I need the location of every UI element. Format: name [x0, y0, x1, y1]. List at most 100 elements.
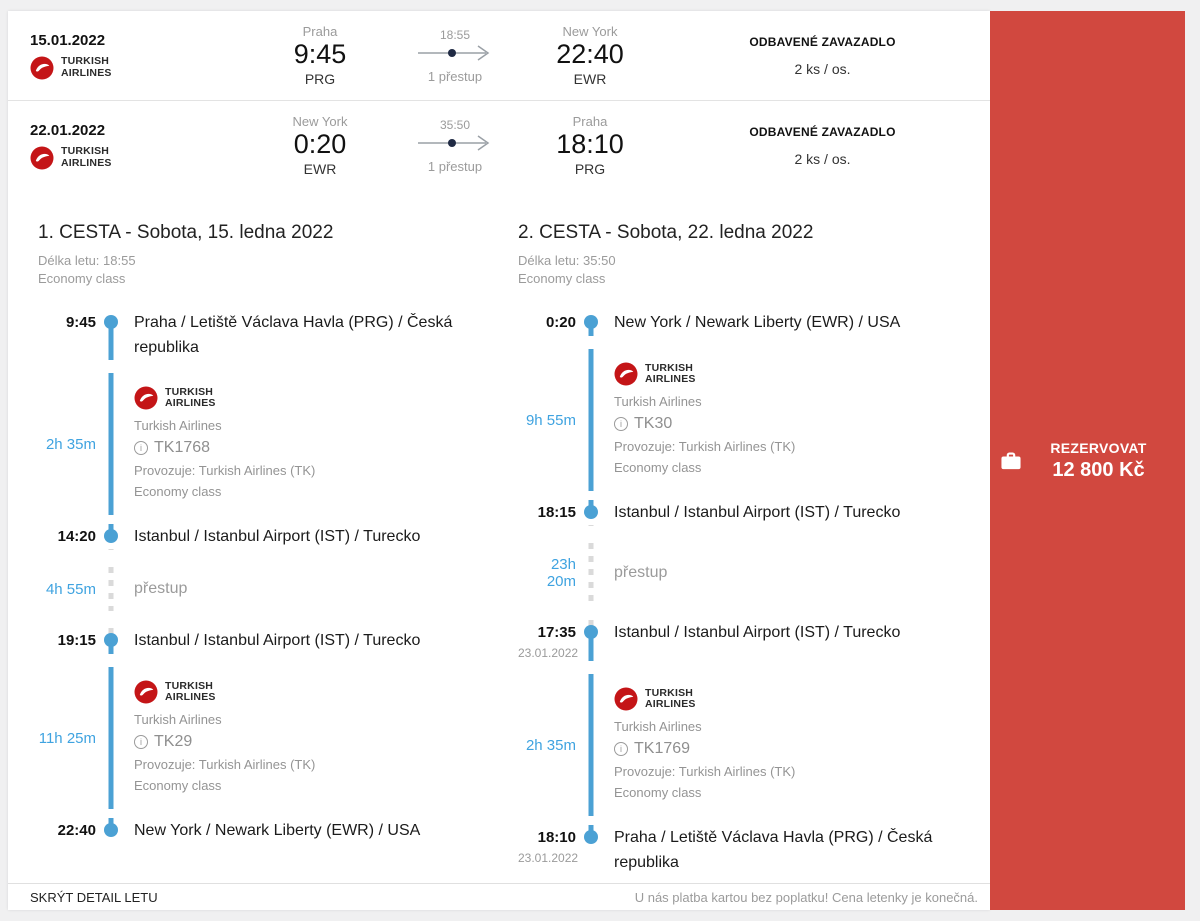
turkish-airlines-logo: TURKISH AIRLINES — [30, 55, 245, 80]
turkish-airlines-wordmark: TURKISH AIRLINES — [645, 686, 696, 710]
arrival-airport-code: EWR — [573, 70, 607, 87]
timeline-stop: 18:15 Istanbul / Istanbul Airport (IST) … — [518, 500, 960, 526]
journey-title: 1. CESTA - Sobota, 15. ledna 2022 — [38, 222, 334, 243]
reserve-text: REZERVOVAT 12 800 Kč — [1022, 440, 1175, 482]
turkish-airlines-emblem-icon — [614, 362, 638, 386]
reserve-content: REZERVOVAT 12 800 Kč — [990, 440, 1185, 482]
flight-segment-info: TURKISH AIRLINES Turkish Airlines i TK176… — [598, 687, 960, 803]
flight-segment-info: TURKISH AIRLINES Turkish Airlines i TK30 … — [598, 362, 960, 478]
timeline-marker — [104, 567, 118, 611]
journey-cabin: Economy class — [518, 271, 606, 286]
timeline-flight-line — [108, 667, 114, 809]
stop-time: 18:15 — [537, 504, 576, 521]
route-arrow-icon — [418, 44, 490, 61]
stop-time-block: 18:15 — [518, 500, 576, 526]
layover-duration: 4h 55m — [45, 580, 96, 598]
summary-airline-logo-slot: TURKISH AIRLINES — [30, 55, 245, 80]
timeline-marker — [104, 373, 118, 515]
info-icon: i — [614, 417, 628, 431]
stop-location: Istanbul / Istanbul Airport (IST) / Ture… — [134, 632, 421, 649]
payment-note: U nás platba kartou bez poplatku! Cena l… — [634, 889, 978, 905]
flight-duration: 2h 35m — [45, 435, 96, 453]
timeline-flight-segment: 2h 35m TURKISH AIRLINES Turkish Airlines … — [38, 360, 518, 524]
stop-time-block: 14:20 — [38, 524, 96, 550]
flight-detail-card: 15.01.2022 TURKISH AIRLINES Praha 9:45 PR… — [8, 11, 990, 910]
info-icon: i — [134, 441, 148, 455]
departure-airport-code: PRG — [304, 70, 336, 87]
turkish-airlines-logo: TURKISH AIRLINES — [614, 362, 960, 386]
total-duration: 35:50 — [439, 117, 471, 132]
stop-time: 9:45 — [65, 314, 96, 331]
cabin-class: Economy class — [614, 460, 702, 475]
stop-location: New York / Newark Liberty (EWR) / USA — [134, 822, 421, 839]
stop-time-block: 19:15 — [38, 628, 96, 654]
airline-name: Turkish Airlines — [614, 719, 702, 734]
timeline-dot-icon — [584, 625, 598, 639]
turkish-airlines-logo: TURKISH AIRLINES — [134, 680, 518, 704]
info-icon: i — [134, 735, 148, 749]
operated-by: Provozuje: Turkish Airlines (TK) — [134, 463, 316, 478]
turkish-airlines-emblem-icon — [30, 56, 54, 79]
summary-date-block: 15.01.2022 TURKISH AIRLINES — [30, 32, 245, 80]
journey-outbound: 1. CESTA - Sobota, 15. ledna 2022 Délka … — [38, 222, 518, 875]
stop-time-block: 9:45 — [38, 310, 96, 360]
flight-number-row: i TK30 — [614, 412, 960, 436]
journey-return: 2. CESTA - Sobota, 22. ledna 2022 Délka … — [518, 222, 960, 875]
stop-time: 0:20 — [545, 314, 576, 331]
baggage-label: ODBAVENÉ ZAVAZADLO — [749, 34, 896, 49]
flight-duration: 11h 25m — [38, 729, 96, 747]
departure-city: New York — [292, 114, 348, 130]
operated-by: Provozuje: Turkish Airlines (TK) — [614, 764, 796, 779]
timeline-stop: 14:20 Istanbul / Istanbul Airport (IST) … — [38, 524, 518, 550]
stop-time-block: 0:20 — [518, 310, 576, 336]
summary-date: 15.01.2022 — [30, 31, 106, 49]
summary-airline-logo-slot: TURKISH AIRLINES — [30, 145, 245, 170]
summary-departure: New York 0:20 EWR — [245, 114, 395, 176]
operated-by: Provozuje: Turkish Airlines (TK) — [134, 757, 316, 772]
baggage-value: 2 ks / os. — [794, 60, 851, 77]
hide-detail-link[interactable]: SKRÝT DETAIL LETU — [30, 889, 158, 905]
departure-airport-code: EWR — [303, 160, 337, 177]
layover-label: přestup — [614, 564, 668, 581]
timeline-marker — [584, 674, 598, 816]
timeline-layover: 4h 55m přestup — [38, 550, 518, 628]
reserve-label: REZERVOVAT — [1050, 439, 1147, 456]
layover-duration-block: 23h 20m — [518, 556, 576, 590]
arrival-time: 18:10 — [556, 129, 624, 160]
journey-duration: Délka letu: 35:50 — [518, 253, 616, 268]
timeline-dot-icon — [104, 315, 118, 329]
flight-number-row: i TK1768 — [134, 436, 518, 460]
flight-summary-row[interactable]: 15.01.2022 TURKISH AIRLINES Praha 9:45 PR… — [8, 11, 990, 101]
segment-duration-block: 2h 35m — [38, 386, 96, 502]
timeline-flight-line — [588, 349, 594, 491]
layover-duration-block: 4h 55m — [38, 580, 96, 598]
timeline-flight-segment: 9h 55m TURKISH AIRLINES Turkish Airlines … — [518, 336, 960, 500]
summary-route: 35:50 1 přestup — [395, 118, 515, 174]
reserve-button[interactable]: REZERVOVAT 12 800 Kč — [990, 11, 1185, 910]
arrival-city: New York — [562, 24, 618, 40]
layover-duration: 23h 20m — [546, 556, 576, 590]
baggage-info: ODBAVENÉ ZAVAZADLO 2 ks / os. — [665, 125, 990, 167]
baggage-value: 2 ks / os. — [794, 150, 851, 167]
turkish-airlines-wordmark: TURKISH AIRLINES — [645, 361, 696, 385]
flight-summary-row[interactable]: 22.01.2022 TURKISH AIRLINES New York 0:20… — [8, 101, 990, 190]
timeline-stop: 9:45 Praha / Letiště Václava Havla (PRG)… — [38, 310, 518, 360]
turkish-airlines-logo: TURKISH AIRLINES — [30, 145, 245, 170]
arrival-time: 22:40 — [556, 39, 624, 70]
turkish-airlines-logo: TURKISH AIRLINES — [134, 386, 518, 410]
info-icon: i — [614, 742, 628, 756]
arrival-city: Praha — [572, 114, 608, 130]
timeline-stop: 0:20 New York / Newark Liberty (EWR) / U… — [518, 310, 960, 336]
total-duration: 18:55 — [439, 27, 471, 42]
segment-duration-block: 11h 25m — [38, 680, 96, 796]
cabin-class: Economy class — [134, 778, 222, 793]
flight-number: TK1768 — [154, 439, 211, 456]
flight-number: TK1769 — [634, 740, 691, 757]
timeline-marker — [104, 628, 118, 654]
timeline-flight-line — [108, 373, 114, 515]
turkish-airlines-emblem-icon — [134, 680, 158, 704]
timeline-marker — [104, 818, 118, 844]
stop-time: 14:20 — [57, 528, 96, 545]
timeline-marker — [584, 825, 598, 875]
